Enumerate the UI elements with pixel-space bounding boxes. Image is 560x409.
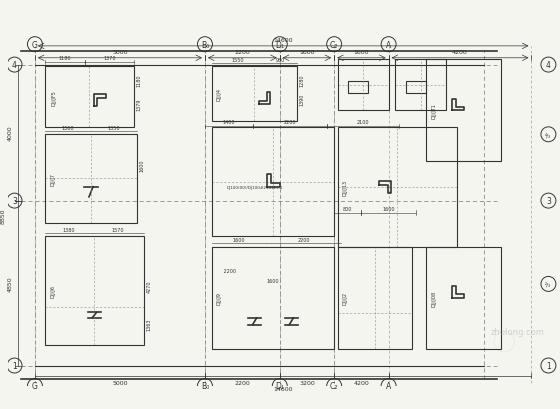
- Bar: [405, 81, 426, 93]
- Text: 1570: 1570: [111, 227, 124, 232]
- Bar: [338, 128, 456, 247]
- Text: C₂: C₂: [330, 382, 338, 391]
- Text: 4200: 4200: [452, 49, 468, 54]
- Text: DJJ/JT1: DJJ/JT1: [431, 103, 436, 119]
- Text: 3: 3: [546, 197, 551, 206]
- Bar: [212, 247, 334, 348]
- Bar: [395, 61, 446, 111]
- Bar: [348, 81, 368, 93]
- Text: 3: 3: [12, 197, 17, 206]
- Text: 1: 1: [12, 361, 17, 370]
- Text: DJJ/J13: DJJ/J13: [343, 180, 348, 196]
- Text: 1600: 1600: [139, 159, 144, 171]
- Text: 4: 4: [12, 61, 17, 70]
- Bar: [426, 247, 501, 348]
- Text: 1: 1: [546, 361, 551, 370]
- Bar: [45, 237, 144, 345]
- Text: 1600: 1600: [382, 206, 395, 211]
- Text: 1363: 1363: [147, 317, 151, 330]
- Text: 800: 800: [343, 206, 352, 211]
- Text: ²/₃: ²/₃: [545, 281, 552, 287]
- Text: 1379: 1379: [136, 99, 141, 111]
- Text: 2200: 2200: [235, 380, 250, 385]
- Text: 1600: 1600: [353, 49, 369, 54]
- Text: 4270: 4270: [147, 279, 151, 292]
- Text: 1390: 1390: [300, 94, 305, 106]
- Text: 5000: 5000: [112, 380, 128, 385]
- Text: 1180: 1180: [136, 74, 141, 86]
- Text: G: G: [32, 40, 38, 49]
- Text: 1550: 1550: [232, 58, 244, 63]
- Text: 950: 950: [276, 58, 285, 63]
- Text: 1600: 1600: [233, 238, 245, 243]
- Text: 1380: 1380: [62, 227, 75, 232]
- Text: DJJ/J7: DJJ/J7: [50, 173, 55, 186]
- Bar: [212, 128, 334, 237]
- Text: 3200: 3200: [299, 380, 315, 385]
- Text: 2200: 2200: [297, 238, 310, 243]
- Bar: [338, 247, 412, 348]
- Text: B₀: B₀: [201, 382, 209, 391]
- Text: A: A: [386, 382, 391, 391]
- Bar: [45, 67, 133, 128]
- Text: A: A: [386, 40, 391, 49]
- Text: 4200: 4200: [353, 380, 369, 385]
- Text: 4850: 4850: [8, 276, 13, 291]
- Text: 2100: 2100: [357, 120, 370, 125]
- Text: 4: 4: [546, 61, 551, 70]
- Text: 1360: 1360: [62, 126, 74, 130]
- Text: 1600: 1600: [267, 279, 279, 283]
- Text: 1400: 1400: [222, 120, 235, 125]
- Text: DJJ/J08: DJJ/J08: [431, 290, 436, 306]
- Bar: [338, 61, 389, 111]
- Text: 1600: 1600: [299, 49, 315, 54]
- Text: C₂: C₂: [330, 40, 338, 49]
- Text: 14600: 14600: [273, 386, 293, 391]
- Bar: [45, 135, 137, 223]
- Text: 1280: 1280: [300, 74, 305, 87]
- Text: D₁: D₁: [276, 40, 284, 49]
- Text: 5000: 5000: [112, 49, 128, 54]
- Text: DJJ/J6: DJJ/J6: [50, 285, 55, 297]
- Text: 2200: 2200: [218, 268, 236, 273]
- Text: 1350: 1350: [108, 126, 120, 130]
- Text: 8850: 8850: [1, 208, 6, 223]
- Text: DJ100(00)/DJ100#214111-1: DJ100(00)/DJ100#214111-1: [226, 186, 283, 190]
- Text: DJJ/J4: DJJ/J4: [217, 88, 222, 101]
- Text: D₁: D₁: [276, 382, 284, 391]
- Text: B₀: B₀: [201, 40, 209, 49]
- Text: DJJ/JF5: DJJ/JF5: [52, 90, 57, 106]
- Text: 1370: 1370: [103, 56, 116, 61]
- Text: DJJ/J2: DJJ/J2: [343, 291, 348, 304]
- Text: 14600: 14600: [273, 38, 293, 43]
- Text: 4000: 4000: [8, 126, 13, 141]
- Text: ⁴/₃: ⁴/₃: [545, 132, 552, 138]
- Text: 1180: 1180: [59, 56, 72, 61]
- Bar: [212, 67, 297, 121]
- Text: zhulong.com: zhulong.com: [491, 327, 545, 336]
- Text: G: G: [32, 382, 38, 391]
- Text: 2200: 2200: [284, 120, 296, 125]
- Text: 2200: 2200: [235, 49, 250, 54]
- Bar: [426, 61, 501, 162]
- Text: DJJ/J9: DJJ/J9: [217, 291, 222, 304]
